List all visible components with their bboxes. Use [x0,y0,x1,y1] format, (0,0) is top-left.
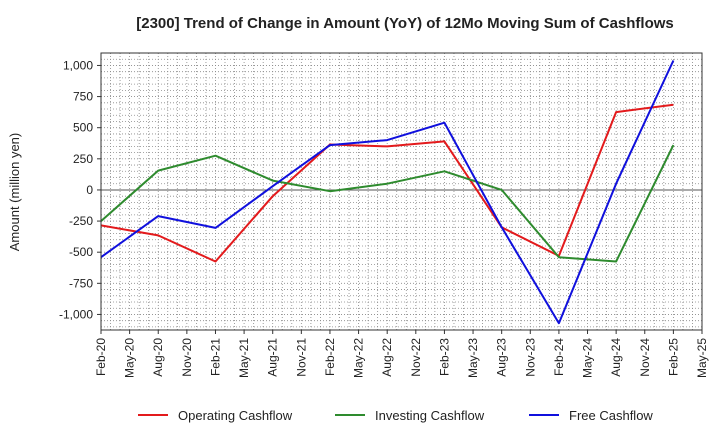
legend-label-free-cashflow: Free Cashflow [569,408,653,423]
series-layer [100,60,675,325]
y-tick-label: -250 [69,214,93,228]
x-tick-label: May-20 [123,338,137,378]
chart-title: [2300] Trend of Change in Amount (YoY) o… [136,15,674,32]
y-tick-label: 250 [73,152,93,166]
x-tick-label: Feb-21 [208,338,222,376]
x-tick-label: May-22 [352,338,366,378]
y-tick-label: 750 [73,90,93,104]
y-tick-label: 500 [73,121,93,135]
legend-label-investing-cashflow: Investing Cashflow [375,408,485,423]
x-tick-label: Aug-20 [151,338,165,377]
y-tick-label: 0 [86,183,93,197]
x-tick-label: May-25 [695,338,709,378]
x-tick-label: Nov-23 [523,338,537,377]
legend-label-operating-cashflow: Operating Cashflow [178,408,293,423]
x-tick-label: Nov-21 [294,338,308,377]
plot-border [100,52,703,331]
x-tick-label: Feb-22 [323,338,337,376]
x-tick-label: Feb-20 [94,338,108,376]
x-tick-label: May-21 [237,338,251,378]
y-axis-label: Amount (million yen) [7,133,22,252]
x-tick-label: Feb-23 [437,338,451,376]
x-tick-label: May-23 [466,338,480,378]
x-tick-label: May-24 [581,338,595,378]
x-tick-label: Nov-20 [180,338,194,377]
plot-area [101,53,702,330]
y-tick-label: -750 [69,276,93,290]
axis-layer: 1,000 750 500 250 0 -250 -500 -750 -1,000 Feb-20 M… [59,52,709,378]
x-tick-label: Aug-24 [609,338,623,377]
x-tick-label: Nov-22 [409,338,423,377]
legend: Operating Cashflow Investing Cashflow Free… [138,408,653,423]
x-tick-label: Nov-24 [638,338,652,377]
x-tick-label: Feb-25 [666,338,680,376]
y-tick-label: -1,000 [59,307,93,321]
x-tick-label: Feb-24 [552,338,566,376]
plot-background [101,53,702,330]
y-tick-label: -500 [69,245,93,259]
x-tick-label: Aug-21 [266,338,280,377]
x-tick-label: Aug-22 [380,338,394,377]
y-tick-label: 1,000 [63,58,93,72]
x-tick-label: Aug-23 [495,338,509,377]
